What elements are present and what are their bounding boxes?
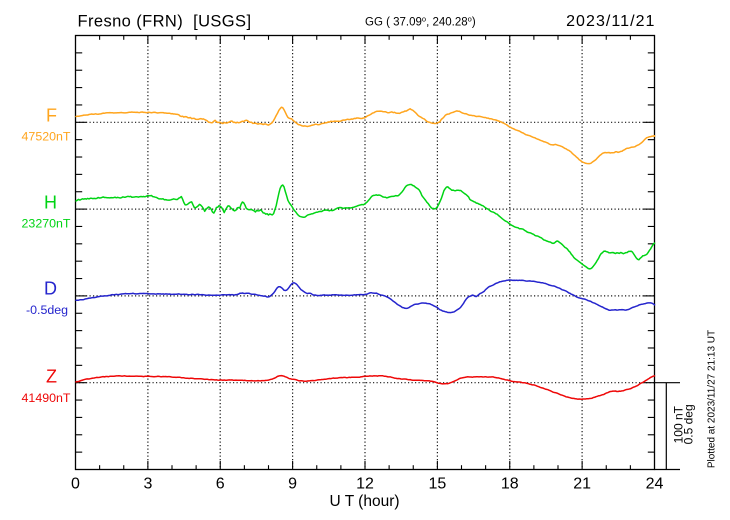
svg-text:100 nT: 100 nT [671, 405, 685, 443]
svg-text:47520nT: 47520nT [22, 130, 71, 144]
svg-text:0.5 deg: 0.5 deg [681, 404, 695, 444]
svg-text:24: 24 [646, 476, 664, 493]
svg-text:2023/11/21: 2023/11/21 [566, 13, 655, 30]
svg-text:12: 12 [356, 476, 374, 493]
svg-text:U T (hour): U T (hour) [329, 493, 399, 510]
svg-text:Plotted at 2023/11/27 21:13 UT: Plotted at 2023/11/27 21:13 UT [706, 330, 717, 468]
svg-text:D: D [44, 279, 57, 299]
svg-text:H: H [44, 192, 57, 212]
svg-text:23270nT: 23270nT [22, 216, 71, 230]
svg-text:F: F [46, 106, 57, 126]
svg-text:3: 3 [143, 476, 152, 493]
svg-text:Z: Z [46, 366, 57, 386]
svg-text:0: 0 [71, 476, 80, 493]
svg-text:41490nT: 41490nT [22, 391, 71, 405]
svg-text:GG ( 37.09o, 240.28o): GG ( 37.09o, 240.28o) [365, 15, 476, 29]
svg-text:6: 6 [216, 476, 225, 493]
svg-text:15: 15 [429, 476, 447, 493]
svg-text:21: 21 [573, 476, 591, 493]
svg-text:-0.5deg: -0.5deg [26, 303, 68, 317]
svg-text:9: 9 [288, 476, 297, 493]
svg-text:Fresno (FRN) [USGS]: Fresno (FRN) [USGS] [78, 13, 252, 31]
svg-text:18: 18 [501, 476, 519, 493]
